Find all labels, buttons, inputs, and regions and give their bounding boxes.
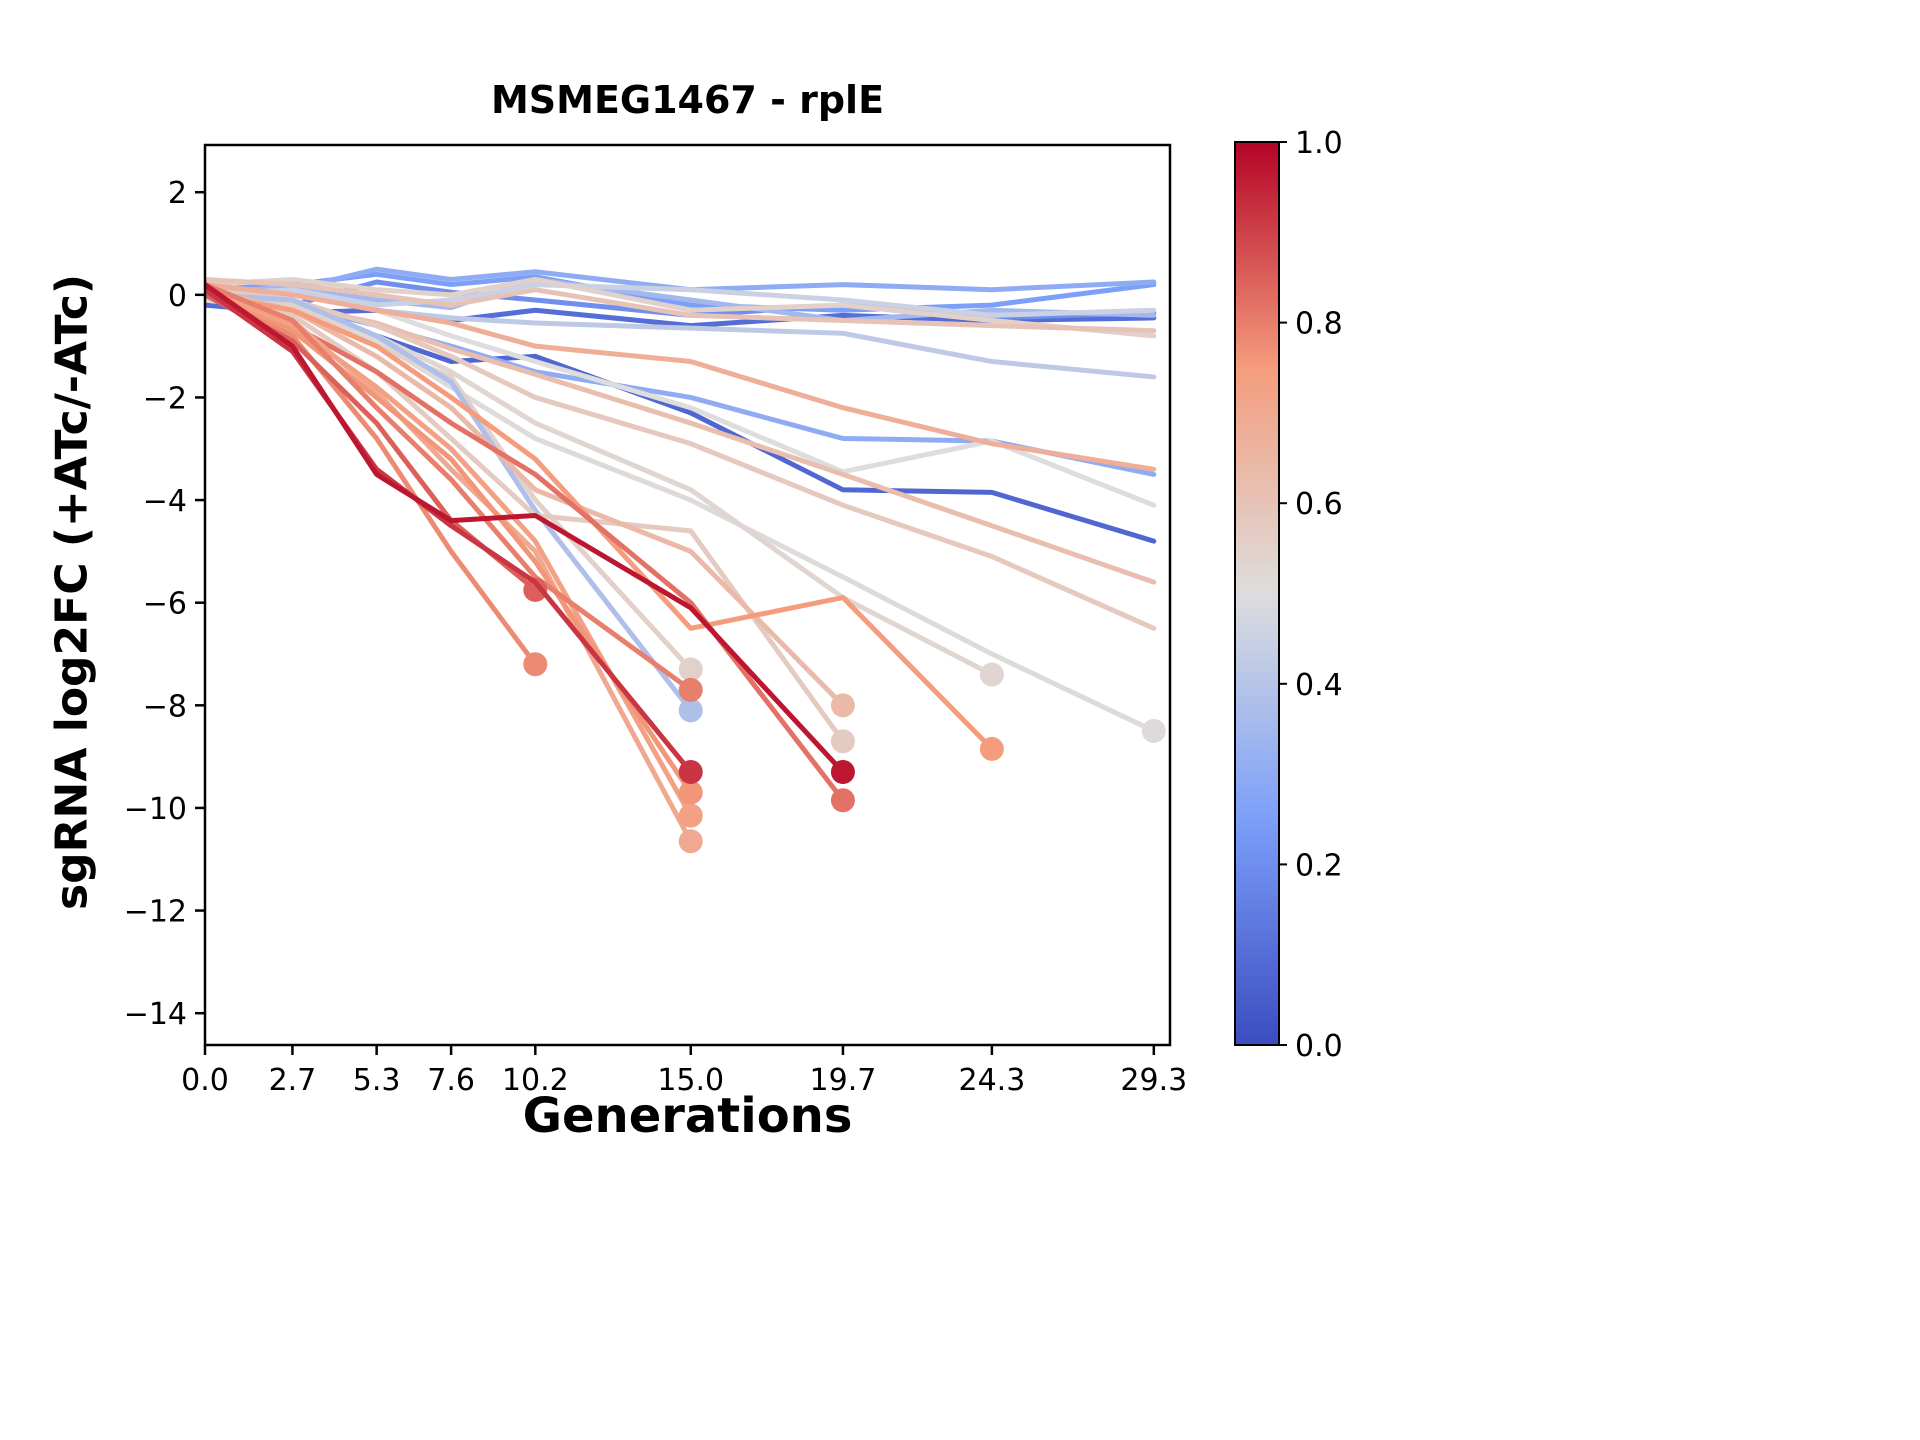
colorbar-tick-label: 0.6 [1295,487,1343,522]
series-end-marker [678,780,703,805]
series-group [205,266,1166,854]
series-line [205,282,846,775]
y-tick-label: −2 [143,381,187,416]
series-end-marker [678,760,703,785]
series-end-marker [678,829,703,854]
y-tick-label: −6 [143,587,187,622]
y-tick-label: −4 [143,484,187,519]
series-line [205,292,694,713]
x-tick-label: 2.7 [269,1063,317,1098]
x-tick-label: 0.0 [181,1063,229,1098]
series-line [205,292,538,667]
series-end-marker [678,677,703,702]
colorbar-tick-label: 0.2 [1295,848,1343,883]
x-tick-label: 10.2 [502,1063,569,1098]
colorbar-frame [1234,141,1280,1046]
series-line [205,292,995,752]
series-line [205,276,1157,334]
series-line [205,287,1157,631]
series-line [205,287,694,819]
x-tick-label: 15.0 [657,1063,724,1098]
series-end-marker [523,577,548,602]
series-end-marker [1141,718,1166,743]
y-tick-label: −8 [143,689,187,724]
y-tick-label: 0 [168,279,187,314]
axes-frame [203,143,1172,1047]
x-axis-label: Generations [522,1088,853,1144]
x-tick-label: 7.6 [427,1063,475,1098]
chart-title: MSMEG1467 - rplE [490,78,885,122]
x-tick-label: 24.3 [958,1063,1025,1098]
series-line [205,292,846,744]
series-end-marker [979,662,1004,687]
series-end-marker [523,652,548,677]
series-end-marker [830,693,855,718]
colorbar-gradient [1235,142,1279,1045]
colorbar-tick-label: 0.0 [1295,1029,1343,1064]
series-line [205,276,1157,339]
series-end-marker [678,698,703,723]
series-line [205,282,694,693]
series-end-marker [678,657,703,682]
series-end-marker [979,736,1004,761]
series-end-marker [678,803,703,828]
x-tick-label: 5.3 [353,1063,401,1098]
series-end-marker [830,760,855,785]
colorbar-tick-label: 0.8 [1295,307,1343,342]
series-line [205,282,1157,318]
y-tick-label: −14 [124,997,187,1032]
series-end-marker [830,729,855,754]
colorbar-tick-label: 1.0 [1295,126,1343,161]
series-line [205,282,1157,472]
y-tick-label: 2 [168,176,187,211]
series-end-marker [830,788,855,813]
x-tick-label: 19.7 [810,1063,877,1098]
y-tick-label: −12 [124,895,187,930]
x-tick-label: 29.3 [1120,1063,1187,1098]
y-tick-label: −10 [124,792,187,827]
colorbar-tick-label: 0.4 [1295,668,1343,703]
series-line [205,292,694,796]
